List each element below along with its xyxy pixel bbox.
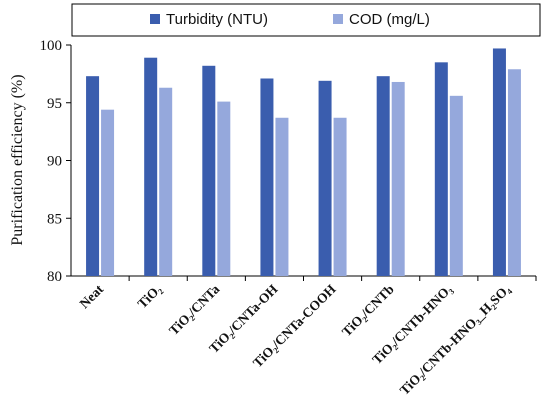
legend-label-turbidity: Turbidity (NTU) bbox=[166, 11, 268, 28]
legend-box bbox=[71, 3, 541, 37]
bar-cod bbox=[449, 95, 463, 276]
bar-cod bbox=[159, 87, 173, 276]
bar-turbidity bbox=[202, 65, 216, 276]
bar-turbidity bbox=[376, 76, 390, 276]
y-tick-label: 100 bbox=[40, 38, 63, 54]
bar-cod bbox=[507, 69, 521, 276]
bar-turbidity bbox=[492, 48, 506, 277]
bar-cod bbox=[391, 81, 405, 277]
y-tick-label: 85 bbox=[47, 211, 62, 227]
x-tick-label: TiO₂/CNTb bbox=[339, 282, 397, 340]
y-tick-label: 90 bbox=[47, 154, 62, 170]
legend-label-cod: COD (mg/L) bbox=[349, 11, 430, 28]
y-axis-title: Purification efficiency (%) bbox=[9, 74, 26, 245]
bar-turbidity bbox=[434, 62, 448, 277]
legend-swatch-cod bbox=[333, 14, 343, 24]
x-tick-label: TiO₂ bbox=[135, 282, 165, 312]
bar-cod bbox=[275, 117, 289, 276]
bar-cod bbox=[217, 101, 231, 276]
x-tick-label: Neat bbox=[76, 281, 106, 311]
legend: Turbidity (NTU) COD (mg/L) bbox=[71, 3, 541, 37]
bar-turbidity bbox=[260, 78, 274, 277]
bar-turbidity bbox=[144, 57, 158, 276]
y-tick-label: 80 bbox=[47, 269, 62, 285]
bar-cod bbox=[333, 117, 347, 276]
bar-cod bbox=[101, 109, 115, 277]
bar-turbidity bbox=[86, 76, 100, 276]
y-tick-label: 95 bbox=[47, 96, 62, 112]
x-tick-label: TiO₂/CNTb-HNO₃_H₂SO₄ bbox=[397, 282, 513, 398]
x-tick-label: TiO₂/CNTa bbox=[166, 281, 223, 338]
legend-swatch-turbidity bbox=[150, 14, 160, 24]
bar-turbidity bbox=[318, 80, 332, 277]
